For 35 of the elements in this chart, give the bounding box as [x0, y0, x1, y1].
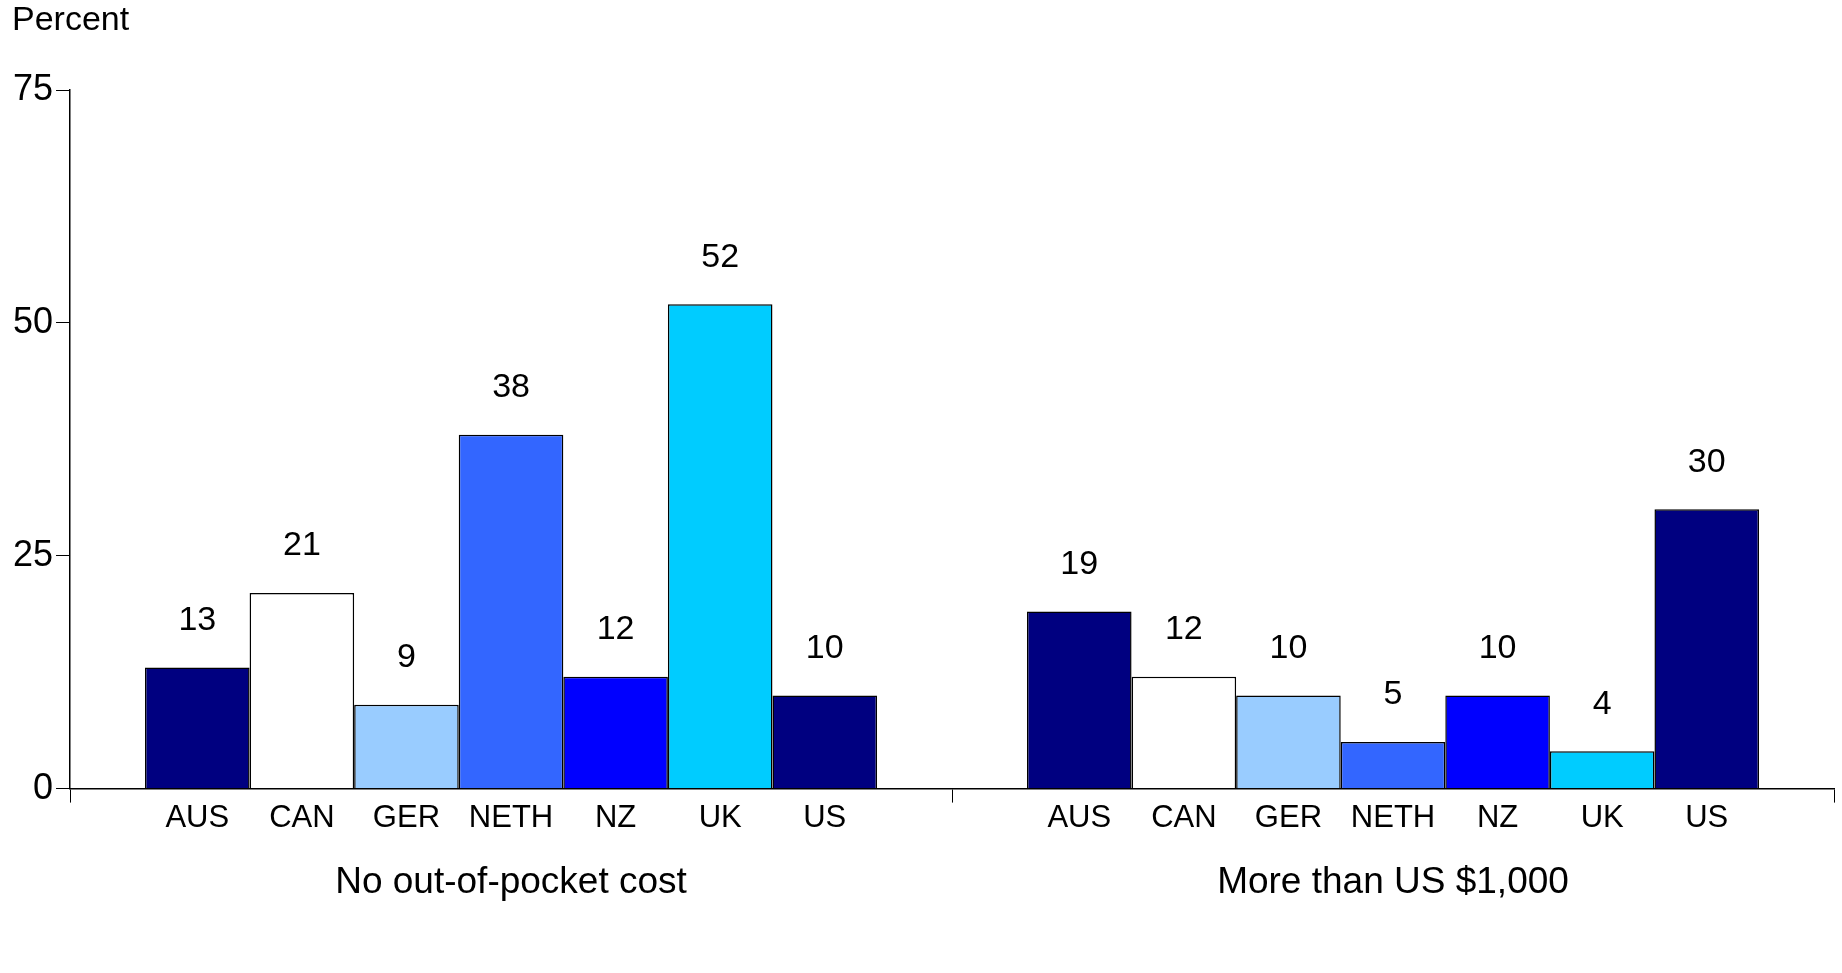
text: US	[1685, 798, 1729, 834]
y-axis-title: Percent	[12, 0, 130, 38]
series-label: NZ	[594, 798, 637, 834]
text: GER	[1254, 798, 1323, 834]
y-tick-label: 0	[33, 765, 54, 807]
series-label: US	[803, 798, 847, 834]
data-label: 10	[1269, 626, 1308, 665]
series-label: GER	[372, 798, 441, 834]
data-label: 21	[282, 524, 321, 563]
series-label: NETH	[468, 798, 554, 834]
x-tick-label: More than US $1,000	[1217, 860, 1569, 901]
series-label: CAN	[269, 798, 335, 834]
data-label: 4	[1592, 682, 1612, 721]
series-label: AUS	[165, 798, 230, 834]
data-label: 13	[178, 598, 217, 637]
data-label: 19	[1060, 543, 1099, 581]
data-label: 12	[596, 608, 635, 647]
y-tick-label: 25	[13, 532, 54, 574]
data-label: 12	[1164, 608, 1203, 647]
data-label: 30	[1687, 440, 1726, 479]
text: NETH	[1350, 798, 1436, 834]
data-label: 10	[1478, 626, 1517, 665]
data-label: 10	[805, 626, 844, 665]
x-tick-label: No out-of-pocket cost	[335, 860, 688, 901]
data-label: 52	[701, 235, 740, 274]
text: UK	[1580, 798, 1624, 834]
text: CAN	[1151, 798, 1217, 834]
text: NZ	[1476, 798, 1519, 834]
series-label: UK	[698, 798, 743, 834]
text: AUS	[1047, 798, 1112, 834]
y-tick-label: 50	[13, 299, 54, 341]
data-label: 5	[1383, 673, 1403, 712]
y-tick-label: 75	[13, 66, 54, 108]
data-label: 9	[396, 636, 416, 675]
data-label: 38	[492, 366, 530, 405]
